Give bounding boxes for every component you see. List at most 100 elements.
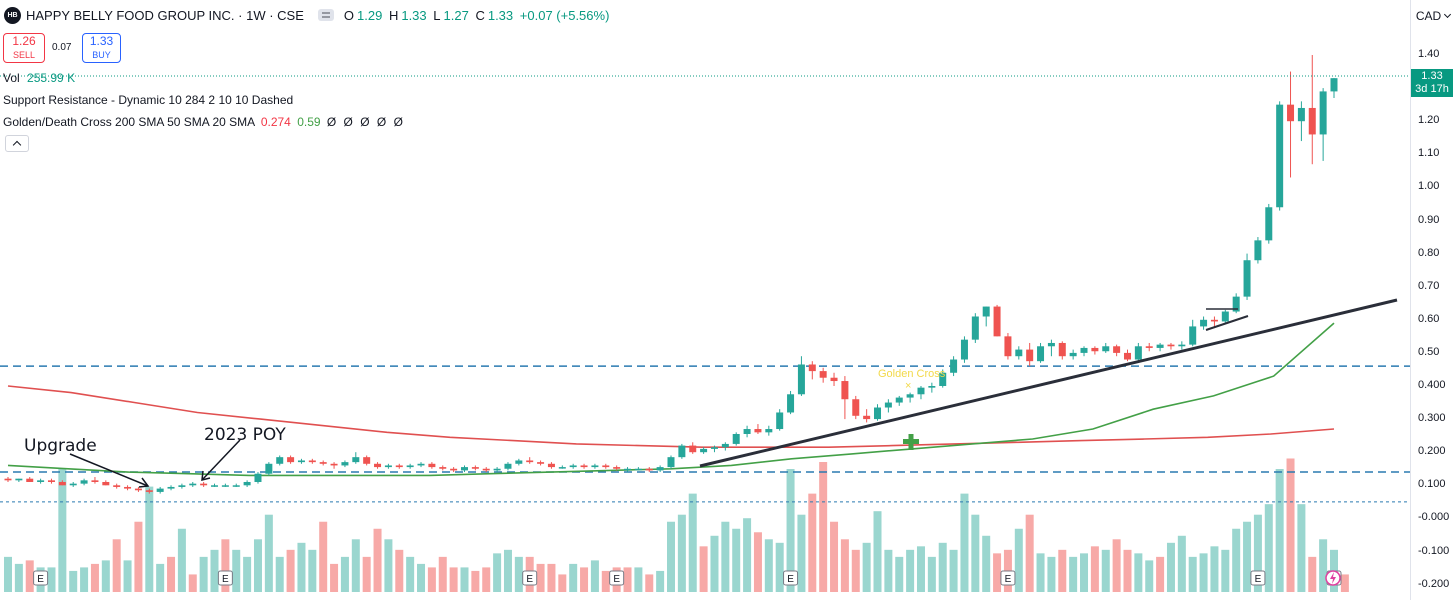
candle xyxy=(1080,346,1088,357)
candle xyxy=(276,455,284,466)
volume-bar xyxy=(438,556,447,592)
volume-bar xyxy=(351,539,360,592)
candle xyxy=(884,399,892,413)
golden-death-cross-legend[interactable]: Golden/Death Cross 200 SMA 50 SMA 20 SMA… xyxy=(3,115,405,129)
candle xyxy=(1069,349,1077,360)
sell-button[interactable]: 1.26 SELL xyxy=(3,33,45,63)
candle xyxy=(363,455,371,466)
candle xyxy=(504,462,512,471)
candle xyxy=(384,463,392,469)
candle xyxy=(493,467,501,473)
flash-icon[interactable] xyxy=(1325,570,1341,586)
volume-bar xyxy=(90,563,99,592)
volume-bar xyxy=(14,563,23,592)
price-chart[interactable]: Upgrade 2023 POY Golden Cross × EEEEEEEE… xyxy=(0,0,1410,600)
candle xyxy=(406,463,414,469)
volume-bar xyxy=(949,549,958,592)
volume-bar xyxy=(112,539,121,592)
candle xyxy=(287,455,295,464)
candle xyxy=(754,424,762,434)
sma-50-line xyxy=(7,322,1335,477)
volume-bar xyxy=(514,556,523,592)
currency-selector[interactable]: CAD xyxy=(1413,6,1453,26)
volume-bar xyxy=(862,542,871,592)
volume-bar xyxy=(177,528,186,592)
volume-bar xyxy=(699,546,708,592)
volume-bar xyxy=(340,556,349,592)
volume-bar xyxy=(384,539,393,592)
volume-bar xyxy=(145,486,154,592)
volume-bar xyxy=(873,511,882,592)
volume-bar xyxy=(1123,549,1132,592)
volume-bar xyxy=(916,546,925,592)
annotation-upgrade: Upgrade xyxy=(24,436,97,456)
high-value: 1.33 xyxy=(401,7,427,23)
volume-bar xyxy=(601,570,610,592)
candle xyxy=(982,306,990,327)
candle xyxy=(874,404,882,421)
volume-bar xyxy=(308,549,317,592)
candle xyxy=(1113,344,1121,357)
earnings-marker-icon[interactable]: E xyxy=(33,570,49,586)
volume-bar xyxy=(721,521,730,592)
candle xyxy=(1004,333,1012,360)
volume-bar xyxy=(1014,528,1023,592)
candle xyxy=(178,483,186,489)
poy-arrow xyxy=(201,439,241,481)
buy-button[interactable]: 1.33 BUY xyxy=(82,33,121,63)
volume-bar xyxy=(471,570,480,592)
volume-legend[interactable]: Vol 255.99 K xyxy=(3,71,75,85)
candle xyxy=(156,486,164,494)
candle xyxy=(830,372,838,386)
volume-bar xyxy=(982,535,991,592)
last-price-value: 1.33 xyxy=(1421,70,1443,82)
candle xyxy=(189,481,197,487)
volume-bar xyxy=(851,549,860,592)
volume-bar xyxy=(69,570,78,592)
collapse-legend-button[interactable] xyxy=(5,135,29,152)
hide-indicators-icon[interactable] xyxy=(317,9,334,21)
price-tick: 0.400 xyxy=(1418,379,1446,391)
sma-lines xyxy=(7,322,1335,477)
volume-bar xyxy=(732,528,741,592)
earnings-marker-icon[interactable]: E xyxy=(217,570,233,586)
candle xyxy=(1145,342,1153,352)
volume-bar xyxy=(1188,556,1197,592)
candle xyxy=(428,462,436,469)
volume-bar xyxy=(884,549,893,592)
golden-cross-x-icon: × xyxy=(905,380,911,392)
volume-bar xyxy=(656,570,665,592)
support-resistance-legend[interactable]: Support Resistance - Dynamic 10 284 2 10… xyxy=(3,93,294,107)
volume-bar xyxy=(167,556,176,592)
candle xyxy=(1319,88,1327,161)
price-tick: 1.20 xyxy=(1418,114,1440,127)
volume-bar xyxy=(210,549,219,592)
candle xyxy=(47,478,55,484)
price-tick: -0.100 xyxy=(1418,544,1450,557)
earnings-marker-icon[interactable]: E xyxy=(1250,570,1266,586)
earnings-marker-icon[interactable]: E xyxy=(1000,570,1016,586)
candle xyxy=(895,395,903,406)
earnings-marker-icon[interactable]: E xyxy=(783,570,799,586)
candle xyxy=(602,463,610,469)
earnings-marker-icon[interactable]: E xyxy=(522,570,538,586)
candle xyxy=(613,465,621,471)
symbol-title[interactable]: HAPPY BELLY FOOD GROUP INC. · 1W · CSE xyxy=(26,7,304,23)
candle xyxy=(124,485,132,491)
earnings-marker-icon[interactable]: E xyxy=(609,570,625,586)
support-lines xyxy=(0,365,1410,503)
volume-bar xyxy=(993,553,1002,592)
volume-bar xyxy=(264,514,273,592)
volume-bar xyxy=(482,567,491,592)
price-axis[interactable] xyxy=(1410,0,1456,600)
annotation-2023-poy: 2023 POY xyxy=(204,425,286,445)
candle xyxy=(102,480,110,486)
candle xyxy=(1265,203,1273,244)
volume-bar xyxy=(297,542,306,592)
candle xyxy=(580,463,588,469)
candle xyxy=(330,462,338,469)
candle xyxy=(787,390,795,415)
candle xyxy=(721,442,729,451)
candle xyxy=(917,386,925,400)
candle xyxy=(852,395,860,420)
